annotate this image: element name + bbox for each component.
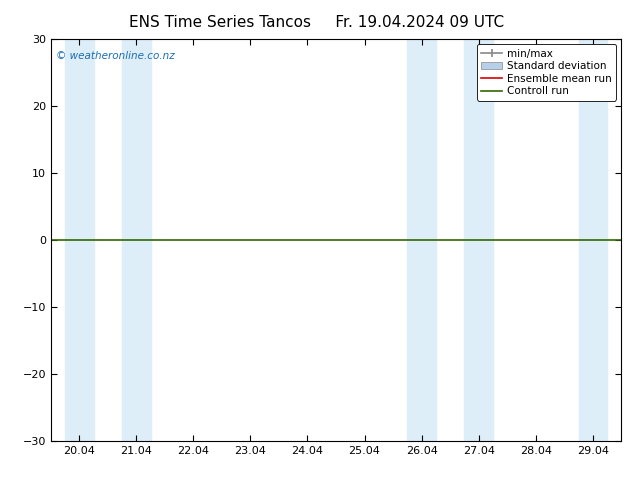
Bar bbox=[122, 39, 150, 441]
Bar bbox=[578, 39, 607, 441]
Bar bbox=[65, 39, 94, 441]
Bar bbox=[407, 39, 436, 441]
Legend: min/max, Standard deviation, Ensemble mean run, Controll run: min/max, Standard deviation, Ensemble me… bbox=[477, 45, 616, 100]
Text: © weatheronline.co.nz: © weatheronline.co.nz bbox=[56, 51, 175, 61]
Text: ENS Time Series Tancos     Fr. 19.04.2024 09 UTC: ENS Time Series Tancos Fr. 19.04.2024 09… bbox=[129, 15, 505, 30]
Bar bbox=[464, 39, 493, 441]
